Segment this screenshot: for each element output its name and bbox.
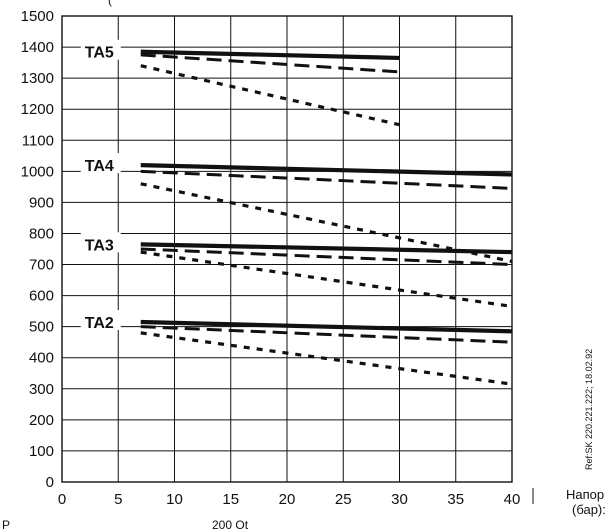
x-axis-title-line1: Напор xyxy=(566,487,605,502)
series-label-ta3: TA3 xyxy=(85,237,114,254)
series-label-ta4: TA4 xyxy=(85,158,114,175)
y-tick-label: 400 xyxy=(29,350,54,367)
y-tick-label: 900 xyxy=(29,194,54,211)
y-tick-label: 300 xyxy=(29,381,54,398)
series-label-bg xyxy=(80,310,121,331)
y-tick-label: 1200 xyxy=(21,101,54,118)
y-tick-label: 500 xyxy=(29,319,54,336)
y-tick-label: 1500 xyxy=(21,8,54,25)
y-axis-ticks: 0 100 200 300 400 500 600 700 800 900 1000 1100 1200… xyxy=(21,8,54,491)
y-tick-label: 200 xyxy=(29,412,54,429)
x-tick-label: 15 xyxy=(222,491,239,508)
series-line-ta2-solid xyxy=(140,319,513,334)
y-tick-label: 0 xyxy=(46,474,54,491)
series-lines xyxy=(140,49,513,386)
bottom-caption-fragment: P 200 Ot xyxy=(2,518,248,532)
x-tick-label: 30 xyxy=(391,491,408,508)
series-line-ta5-dotted xyxy=(140,64,400,127)
y-tick-label: 800 xyxy=(29,225,54,242)
x-tick-label: 40 xyxy=(504,491,521,508)
series-line-ta4-solid xyxy=(140,163,513,177)
series-label-bg xyxy=(80,39,121,60)
series-line-ta2-dashed xyxy=(140,325,513,344)
series-labels: TA5 TA4 TA3 TA2 xyxy=(80,39,121,332)
reference-note: Ref:SK 220.221.222; 18.02.92 xyxy=(584,348,594,470)
series-label-ta5: TA5 xyxy=(85,45,114,62)
y-tick-label: 700 xyxy=(29,257,54,274)
series-line-ta3-dashed xyxy=(140,247,513,267)
x-tick-label: 5 xyxy=(114,491,122,508)
x-tick-label: 20 xyxy=(279,491,296,508)
y-tick-label: 1100 xyxy=(22,132,54,149)
series-label-ta2: TA2 xyxy=(85,315,114,332)
y-tick-label: 1400 xyxy=(21,39,54,56)
x-tick-label: 0 xyxy=(58,491,66,508)
series-line-ta4-dashed xyxy=(140,169,513,190)
bottom-caption-start: P xyxy=(2,518,11,532)
x-axis-ticks: 0 5 10 15 20 25 30 35 40 xyxy=(58,488,534,508)
x-axis-title: Напор (бар): xyxy=(566,487,606,517)
series-label-bg xyxy=(80,153,121,174)
x-tick-label: 25 xyxy=(335,491,352,508)
series-line-ta4-dotted xyxy=(140,182,513,263)
series-line-ta3-dotted xyxy=(140,250,513,309)
x-tick-label: 10 xyxy=(166,491,183,508)
y-tick-label: 1300 xyxy=(21,70,54,87)
x-axis-title-line2: (бар): xyxy=(572,502,606,517)
bottom-caption-end: 200 Ot xyxy=(212,518,249,532)
y-axis-label-paren: ( xyxy=(108,0,112,7)
series-line-ta3-solid xyxy=(140,242,513,255)
series-line-ta2-dotted xyxy=(140,331,513,386)
y-tick-label: 100 xyxy=(29,443,54,460)
series-label-bg xyxy=(80,232,121,253)
x-tick-label: 35 xyxy=(447,491,464,508)
y-tick-label: 600 xyxy=(29,288,54,305)
y-tick-label: 1000 xyxy=(21,163,54,180)
series-line-ta5-solid xyxy=(140,49,400,61)
